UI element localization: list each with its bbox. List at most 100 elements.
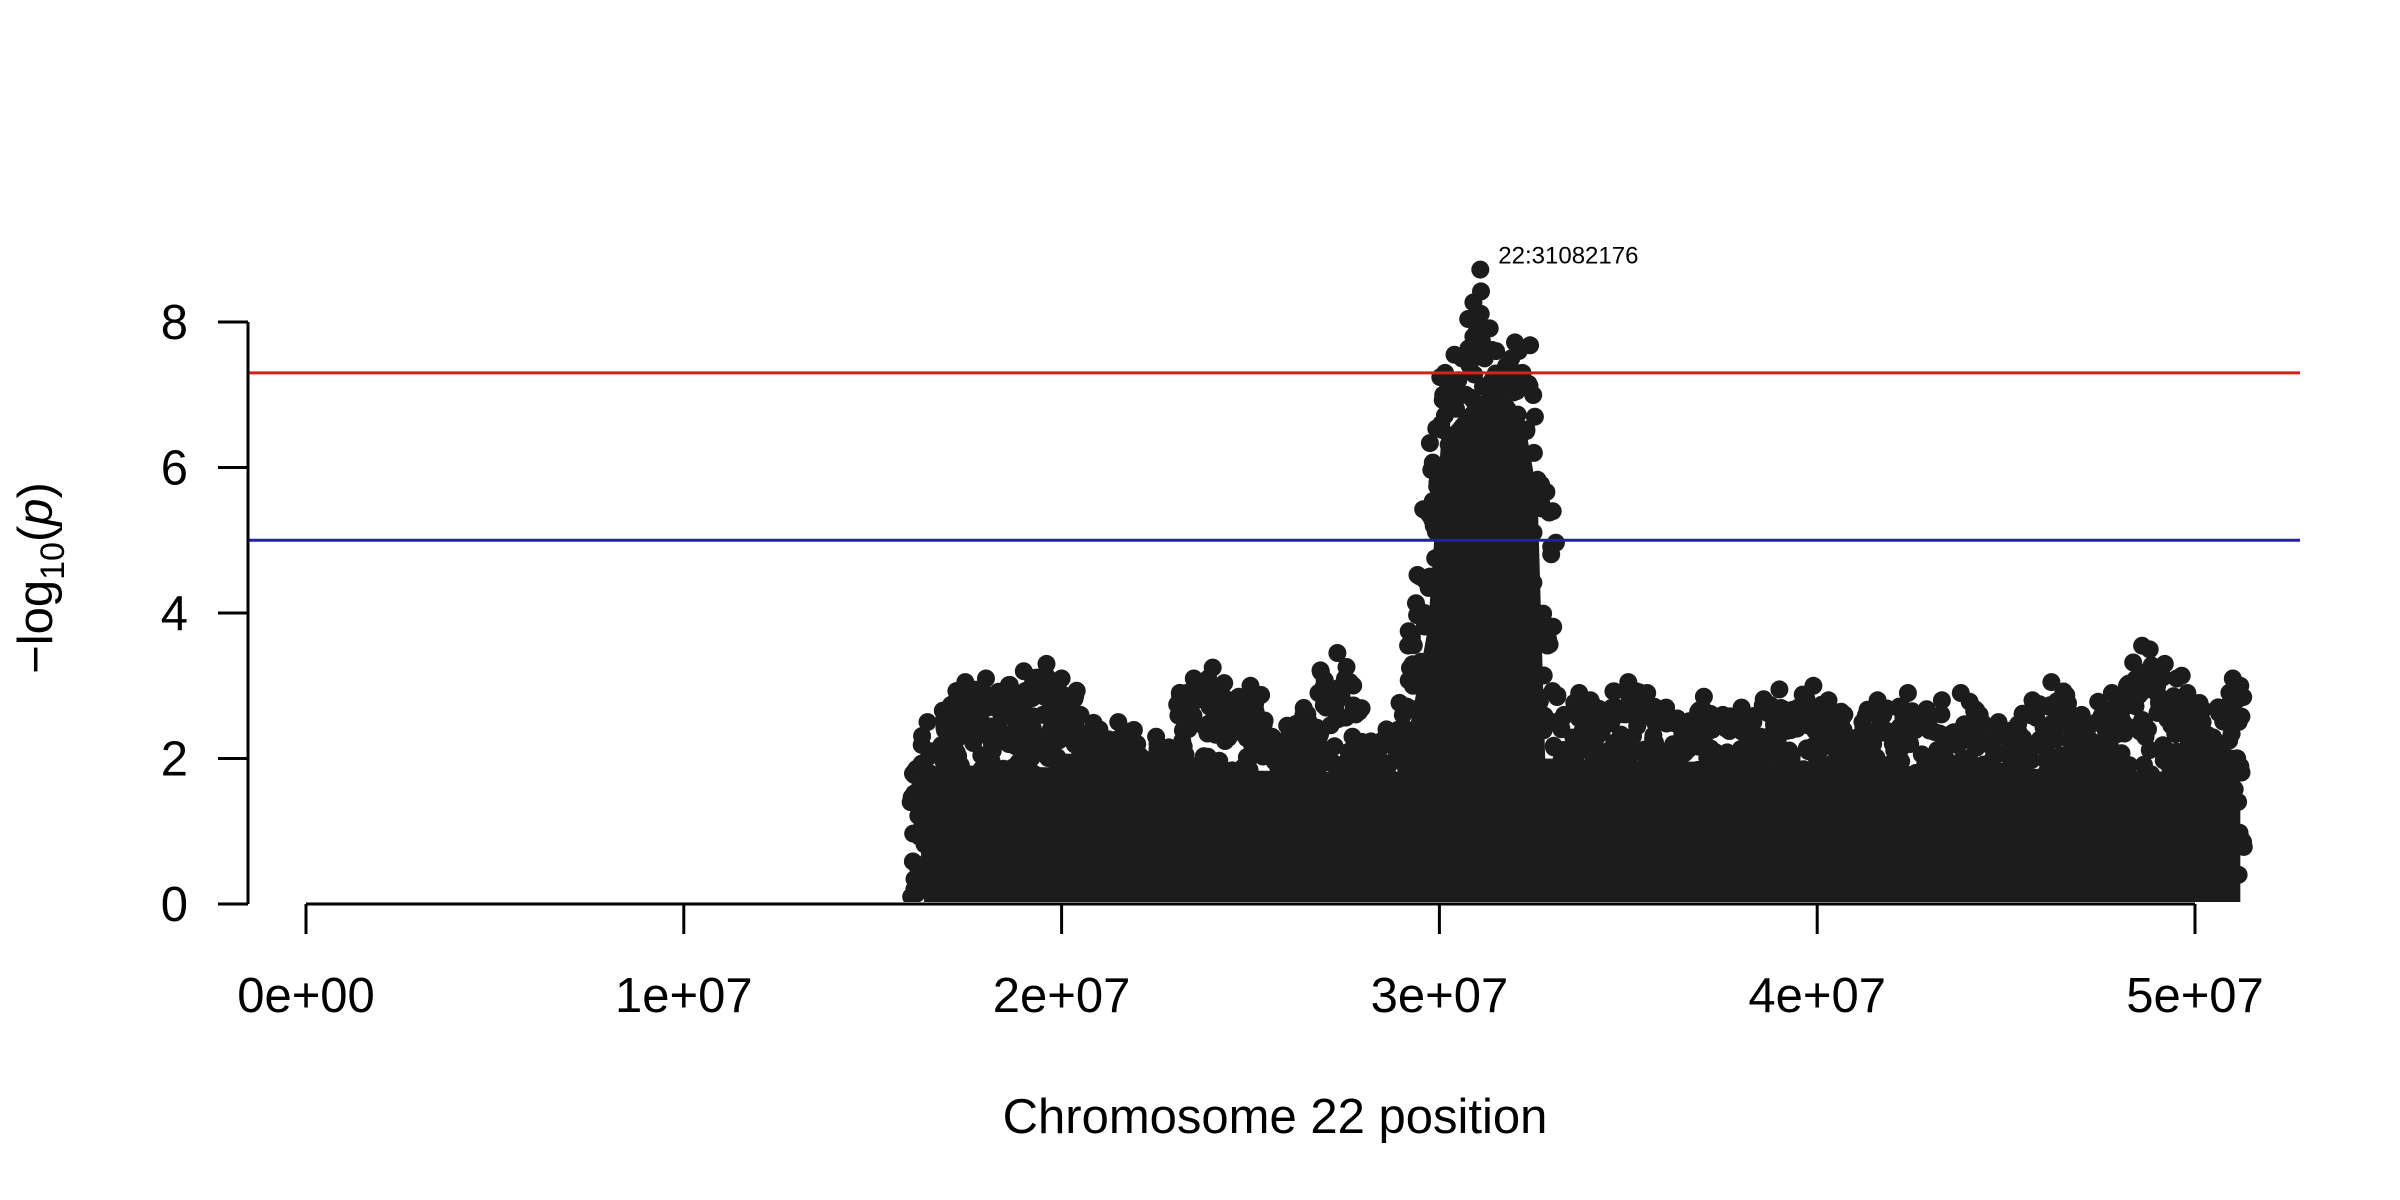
data-point: [1494, 371, 1513, 390]
data-point: [1128, 735, 1147, 753]
density-point: [2046, 730, 2065, 749]
data-point: [2227, 691, 2246, 710]
data-point: [1645, 713, 1664, 732]
density-point: [1644, 729, 1663, 748]
density-fill: [923, 394, 2241, 902]
data-point: [1045, 691, 1063, 710]
data-point: [960, 684, 978, 702]
density-point: [1782, 746, 1801, 765]
density-point: [1229, 687, 1248, 706]
y-axis-title-subscript: 10: [34, 542, 72, 580]
data-point: [1883, 735, 1902, 753]
density-point: [1689, 702, 1708, 721]
density-point: [1337, 752, 1356, 771]
data-point: [2167, 698, 2186, 717]
data-point: [2057, 698, 2076, 717]
annotations: 22:31082176: [1498, 243, 1638, 270]
data-point: [2087, 713, 2106, 732]
density-point: [1423, 453, 1442, 472]
data-point: [1472, 282, 1490, 301]
data-point: [1018, 684, 1037, 702]
data-point: [977, 669, 995, 688]
density-point: [1778, 721, 1797, 740]
data-point: [1770, 680, 1789, 699]
density-point: [1912, 745, 1931, 764]
density-point: [1744, 712, 1763, 731]
density-point: [1617, 730, 1636, 749]
density-point: [1179, 720, 1198, 738]
data-point: [1109, 713, 1128, 732]
density-point: [1403, 655, 1422, 674]
density-point: [1525, 407, 1544, 426]
density-point: [1701, 739, 1720, 758]
data-point: [1989, 713, 2008, 732]
data-point: [1428, 473, 1447, 492]
data-point: [1898, 684, 1917, 702]
x-tick-label: 4e+07: [1748, 969, 1886, 1023]
data-point: [1279, 742, 1298, 761]
y-axis-title-open-paren: (: [9, 525, 63, 542]
data-point: [1498, 400, 1517, 419]
data-point: [2004, 720, 2023, 739]
data-point: [1951, 684, 1970, 702]
density-point: [1906, 720, 1925, 739]
data-point: [1328, 644, 1347, 662]
data-point: [2140, 640, 2159, 659]
density-point: [2136, 728, 2155, 746]
density-point: [1564, 728, 1583, 747]
data-point: [1222, 705, 1241, 724]
data-point: [1521, 336, 1540, 355]
data-point: [1713, 705, 1732, 724]
data-point: [2208, 735, 2227, 753]
density-point: [1169, 706, 1188, 725]
data-point: [1052, 669, 1071, 688]
data-point: [1732, 698, 1751, 717]
data-point: [2042, 673, 2061, 692]
density-point: [947, 730, 966, 749]
data-point: [1317, 698, 1336, 717]
y-tick-label: 4: [161, 587, 188, 641]
density-point: [1890, 697, 1909, 716]
density-point: [2054, 683, 2073, 702]
data-point: [2231, 676, 2250, 695]
data-point: [1638, 684, 1657, 702]
density-point: [1542, 545, 1561, 564]
data-point: [1249, 720, 1268, 739]
data-point: [1207, 684, 1226, 702]
density-point: [2126, 697, 2145, 716]
data-point: [1470, 305, 1489, 324]
data-points: [902, 260, 2250, 902]
density-point: [1761, 699, 1780, 718]
data-point: [999, 735, 1018, 753]
data-point: [1524, 443, 1543, 462]
density-point: [1187, 691, 1206, 710]
data-point: [1490, 385, 1509, 404]
data-point: [1460, 356, 1479, 375]
y-tick-label: 6: [161, 442, 188, 496]
y-axis-title-variable: p: [9, 498, 63, 527]
density-point: [2124, 653, 2143, 672]
data-point: [1037, 654, 1056, 673]
density-point: [1345, 699, 1364, 718]
data-point: [1471, 260, 1490, 279]
density-point: [2074, 728, 2092, 746]
data-point: [2118, 676, 2136, 695]
density-point: [1954, 752, 1973, 771]
data-point: [1600, 705, 1619, 724]
density-point: [1152, 749, 1171, 768]
data-point: [2148, 676, 2167, 695]
data-point: [1090, 720, 1109, 739]
density-point: [1605, 682, 1624, 701]
density-point: [1091, 754, 1110, 772]
data-point: [1970, 705, 1989, 724]
data-point: [920, 764, 939, 782]
density-point: [2100, 700, 2119, 719]
y-axis-title: −log10(p): [9, 482, 72, 674]
density-point: [2207, 749, 2226, 768]
x-tick-label: 2e+07: [993, 969, 1131, 1023]
density-point: [913, 727, 932, 745]
density-point: [1000, 694, 1019, 713]
density-point: [933, 701, 952, 720]
data-point: [1804, 676, 1823, 695]
data-point: [1264, 735, 1283, 753]
